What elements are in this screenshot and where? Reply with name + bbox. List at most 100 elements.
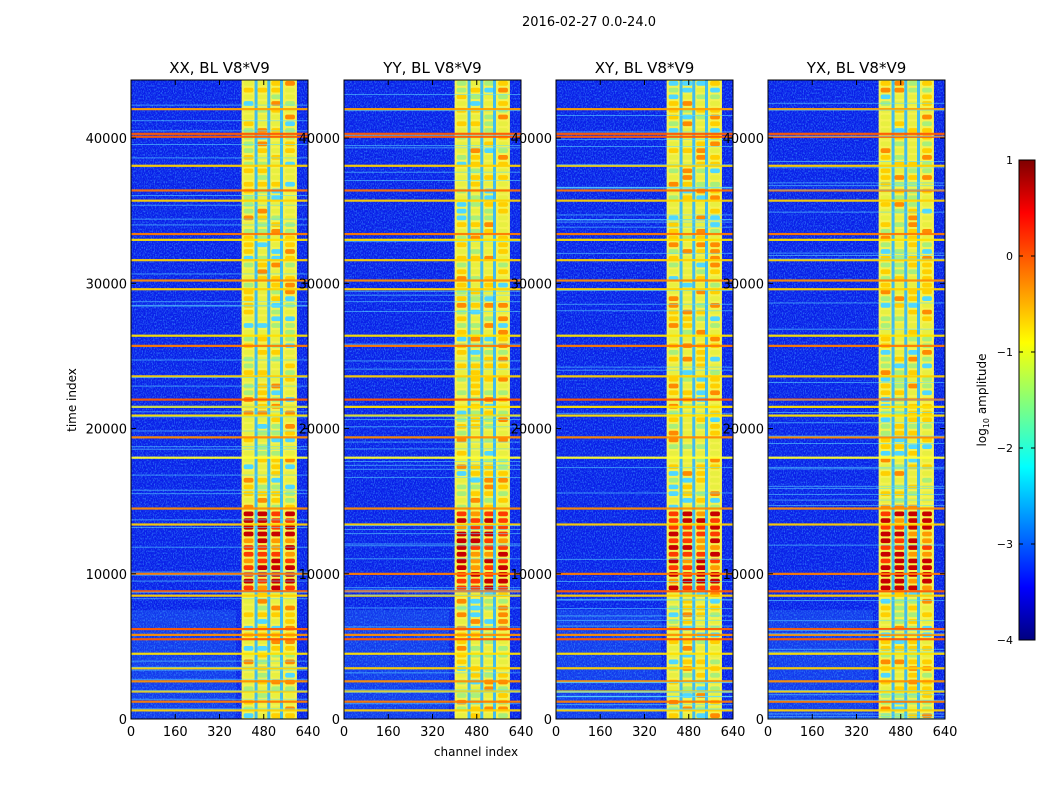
faint-line [556, 704, 733, 706]
signal-block [696, 296, 707, 301]
signal-block [880, 444, 891, 449]
rfi-streak [556, 436, 733, 439]
signal-block [922, 686, 932, 692]
signal-block [243, 551, 254, 557]
faint-line [768, 713, 945, 715]
signal-block [682, 154, 693, 160]
signal-block [257, 484, 268, 490]
signal-block [484, 363, 495, 369]
signal-block [908, 390, 919, 396]
signal-block [710, 471, 720, 476]
rfi-streak [344, 405, 521, 408]
signal-block [696, 302, 707, 308]
signal-block [285, 269, 295, 275]
signal-block [880, 639, 891, 645]
signal-block [710, 316, 720, 322]
signal-block [696, 222, 707, 227]
signal-block [668, 208, 679, 214]
colorbar-tick-label: −4 [997, 634, 1013, 647]
signal-block [285, 531, 295, 537]
rfi-streak [344, 436, 521, 439]
signal-block [922, 302, 932, 308]
signal-block [271, 565, 282, 571]
signal-block [682, 121, 693, 127]
signal-block [498, 208, 508, 214]
signal-block [271, 619, 282, 624]
signal-block [271, 484, 282, 490]
signal-block [894, 417, 905, 423]
signal-block [668, 430, 679, 436]
signal-block [894, 329, 905, 335]
signal-block [668, 538, 679, 544]
signal-block [696, 81, 707, 86]
signal-block [484, 289, 495, 295]
faint-line [556, 619, 733, 621]
faint-line [556, 187, 733, 189]
faint-line [556, 598, 733, 600]
signal-block [908, 242, 919, 248]
y-tick-label: 20000 [299, 423, 340, 438]
faint-line [131, 301, 308, 303]
signal-block [285, 94, 295, 100]
signal-block [484, 181, 495, 187]
signal-block [682, 168, 693, 174]
signal-block [498, 383, 508, 389]
signal-block [710, 417, 720, 423]
signal-block [456, 208, 467, 214]
faint-line [768, 620, 945, 622]
y-tick-label: 10000 [299, 568, 340, 583]
signal-block [710, 181, 720, 187]
signal-block [880, 269, 891, 275]
rfi-streak [344, 108, 521, 111]
signal-block [908, 154, 919, 160]
faint-line [556, 615, 733, 617]
signal-block [484, 659, 495, 665]
signal-block [922, 693, 932, 698]
signal-block [894, 222, 905, 227]
signal-block [456, 336, 467, 342]
signal-block [668, 551, 679, 557]
signal-block [257, 269, 268, 275]
signal-block [880, 121, 891, 127]
signal-block [285, 619, 295, 624]
signal-block [484, 578, 495, 584]
rfi-streak [768, 375, 945, 378]
signal-block [668, 619, 679, 624]
signal-block [271, 262, 282, 268]
signal-block [243, 518, 254, 523]
signal-block [908, 598, 919, 604]
signal-block [285, 336, 295, 342]
signal-block [257, 208, 268, 214]
signal-block [894, 390, 905, 396]
signal-block [243, 262, 254, 268]
rfi-streak [344, 199, 521, 202]
signal-block [668, 370, 679, 375]
rfi-streak [131, 375, 308, 378]
signal-block [710, 605, 720, 611]
signal-block [243, 457, 254, 463]
faint-line [768, 160, 945, 162]
rfi-streak [768, 680, 945, 683]
rfi-streak [131, 164, 308, 167]
rfi-streak [131, 288, 308, 291]
signal-block [243, 309, 254, 315]
signal-block [682, 81, 693, 86]
signal-block [243, 659, 254, 665]
signal-block [498, 619, 508, 624]
signal-block [470, 94, 481, 100]
rfi-streak [768, 405, 945, 408]
rfi-streak [131, 108, 308, 111]
signal-block [257, 430, 268, 436]
signal-block [257, 121, 268, 127]
signal-block [498, 356, 508, 362]
signal-block [271, 531, 282, 537]
signal-block [894, 350, 905, 355]
signal-block [285, 87, 295, 93]
signal-block [498, 94, 508, 100]
signal-block [498, 195, 508, 201]
rfi-streak [131, 633, 308, 636]
rfi-streak [344, 523, 521, 526]
signal-block [498, 87, 508, 93]
signal-block [271, 242, 282, 248]
signal-block [668, 94, 679, 100]
